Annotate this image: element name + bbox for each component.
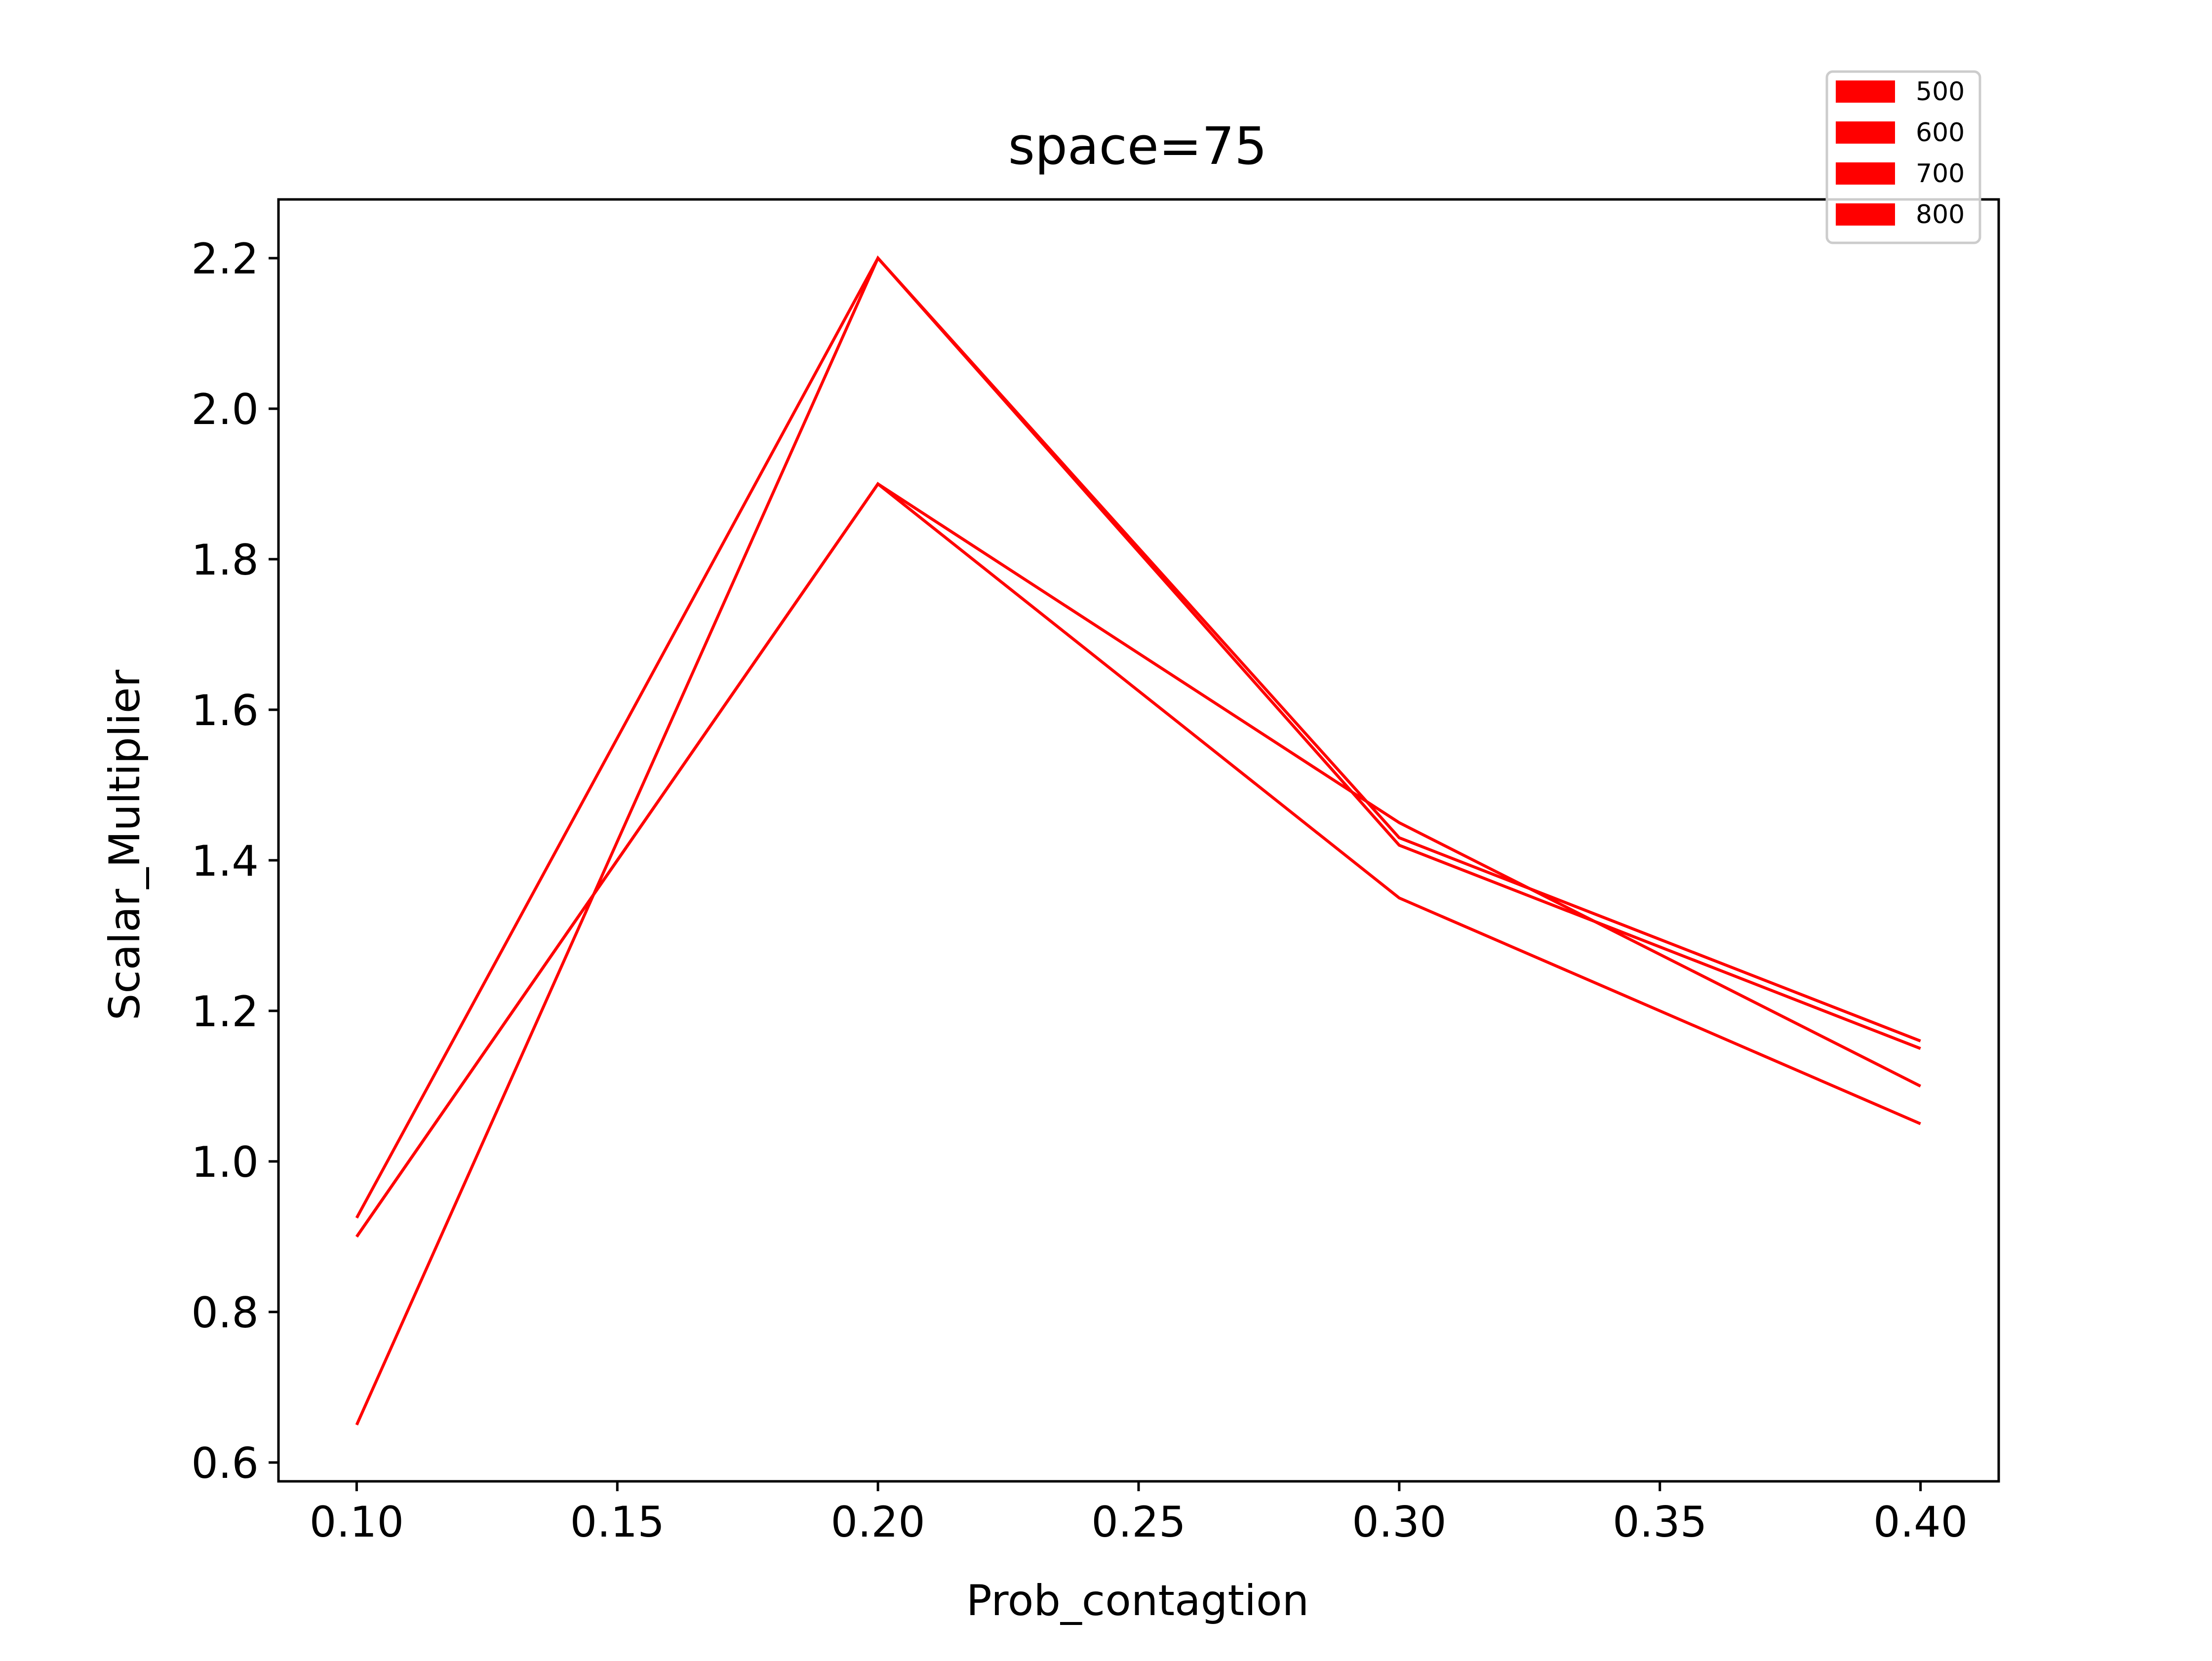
- x-tick-label: 0.10: [310, 1498, 404, 1547]
- plot-frame: [277, 198, 2000, 1483]
- y-tick-label: 1.8: [191, 536, 259, 585]
- legend-frame: [1825, 70, 1981, 244]
- y-tick-label: 0.8: [191, 1288, 259, 1338]
- legend-label-600: 600: [1916, 118, 1965, 148]
- series-layer: [355, 255, 1921, 1426]
- series-line-800: [355, 482, 1921, 1238]
- x-tick-label: 0.25: [1091, 1498, 1185, 1547]
- y-tick-label: 1.6: [191, 686, 259, 735]
- x-tick-label: 0.40: [1873, 1498, 1968, 1547]
- y-tick-label: 0.6: [191, 1439, 259, 1488]
- y-axis-label: Scalar_Multiplier: [100, 669, 150, 1020]
- legend-swatch-600: [1836, 121, 1895, 144]
- series-line-600: [355, 255, 1921, 1426]
- legend-swatch-700: [1836, 162, 1895, 185]
- legend-label-800: 800: [1916, 200, 1965, 230]
- y-tick-label: 2.0: [191, 385, 259, 434]
- chart-title: space=75: [1008, 116, 1267, 176]
- legend-label-500: 500: [1916, 77, 1965, 107]
- y-tick-label: 1.2: [191, 987, 259, 1037]
- ticks-layer: 0.10 0.15 0.20 0.25 0.30 0.35 0.40 0.6 0.8 1.0 1.2…: [191, 234, 1968, 1547]
- x-tick-label: 0.30: [1352, 1498, 1446, 1547]
- x-tick-label: 0.20: [830, 1498, 925, 1547]
- y-tick-label: 1.0: [191, 1138, 259, 1187]
- x-tick-label: 0.15: [570, 1498, 665, 1547]
- y-tick-label: 2.2: [191, 234, 259, 284]
- series-line-500: [355, 255, 1921, 1219]
- y-tick-label: 1.4: [191, 837, 259, 886]
- legend-swatch-500: [1836, 80, 1895, 103]
- x-tick-label: 0.35: [1613, 1498, 1707, 1547]
- legend-label-700: 700: [1916, 159, 1965, 189]
- x-axis-label: Prob_contagtion: [966, 1576, 1309, 1625]
- legend: 500 600 700 800: [1825, 70, 1981, 244]
- legend-swatch-800: [1836, 203, 1895, 226]
